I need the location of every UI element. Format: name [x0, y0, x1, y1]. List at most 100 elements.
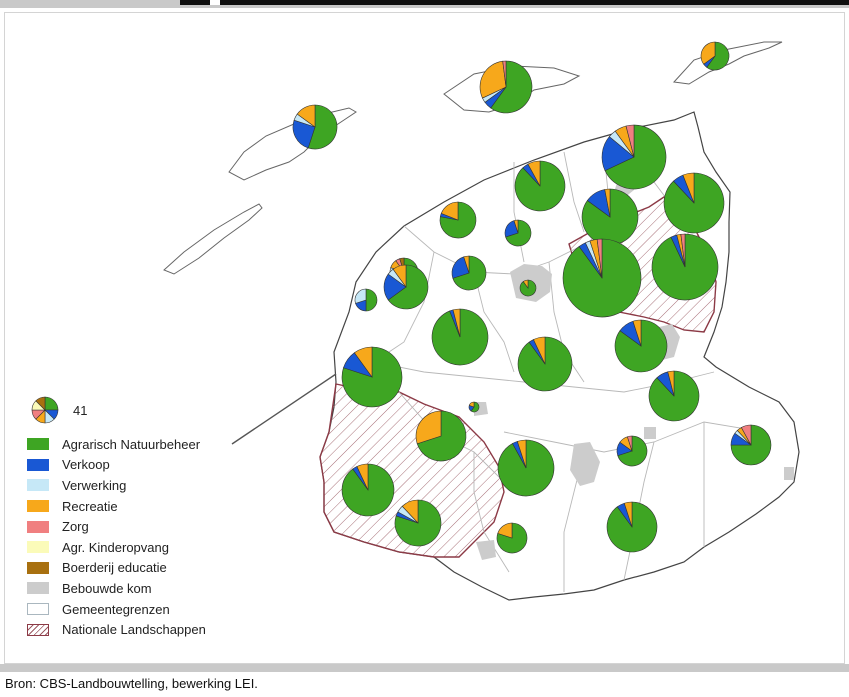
legend-swatch-verkoop: [27, 458, 49, 471]
pie-terschelling-slice-zorg: [502, 60, 507, 88]
pie-gaasterlan-sleat-slice-recreatie: [401, 499, 419, 524]
pie-dantumadiel-slice-recreatie: [682, 172, 695, 204]
legend-swatch-kinderopvang: [27, 541, 49, 554]
legend-swatch-verwerking: [27, 479, 49, 492]
pie-wymbritseradiel-slice-agrarisch: [416, 410, 467, 462]
pie-littenseradiel-slice-agrarisch: [387, 264, 429, 310]
legend-label-zorg: Zorg: [62, 519, 89, 535]
bottom-border-strip: [0, 664, 849, 672]
pie-gaasterlan-sleat: [394, 499, 442, 547]
legend-item-kinderopvang: Agr. Kinderopvang: [27, 537, 257, 558]
pie-opsterland-slice-zorg: [626, 435, 633, 452]
legend-size-value: 41: [73, 402, 88, 418]
pie-achtkarspelen-slice-zorg: [596, 238, 603, 279]
pie-vlieland-slice-recreatie: [296, 104, 316, 128]
pie-littenseradiel: [383, 264, 429, 310]
pie-dongeradeel: [601, 124, 667, 190]
header-bar: [180, 0, 849, 5]
pie-nijefurd-slice-recreatie: [356, 463, 369, 491]
pie-ooststellingwerf-slice-zorg: [740, 424, 752, 446]
legend-item-zorg: Zorg: [27, 516, 257, 537]
pie-harlingen-slice-agrarisch: [365, 288, 378, 312]
pie-ameland: [700, 41, 730, 71]
pie-hatch-mini-slice-agrarisch: [470, 401, 480, 413]
pie-heerenveen: [648, 370, 700, 422]
source-caption: Bron: CBS-Landbouwtelling, bewerking LEI…: [5, 676, 258, 691]
pie-wymbritseradiel-slice-recreatie: [415, 410, 442, 445]
legend-pie-slice-educatie: [35, 396, 46, 411]
pie-menaldumadiel-slice-agrarisch: [505, 219, 532, 247]
legend-swatch-recreatie: [27, 500, 49, 513]
pie-lemsterland: [496, 522, 528, 554]
pie-skarsterlan: [497, 439, 555, 497]
pie-menaldumadiel-slice-recreatie: [513, 219, 519, 234]
pie-wymbritseradiel: [415, 410, 467, 462]
pie-lemsterland-slice-recreatie: [497, 522, 513, 539]
legend-item-grenzen: Gemeentegrenzen: [27, 599, 257, 620]
pie-hatch-mini-slice-recreatie: [468, 401, 475, 408]
pie-wonseradiel-slice-agrarisch: [341, 346, 403, 408]
top-border-strip: [0, 0, 849, 8]
legend-item-verkoop: Verkoop: [27, 455, 257, 476]
pie-weststellingwerf: [606, 501, 658, 553]
pie-terschelling-slice-agrarisch: [490, 60, 533, 114]
pie-tytsjerksteradiel-slice-zorg: [680, 233, 686, 268]
pie-kollumerland-slice-recreatie: [604, 188, 611, 218]
pie-vlieland: [292, 104, 338, 150]
island-schiermonnikoog: [672, 41, 783, 85]
legend-swatch-agrarisch: [27, 438, 49, 451]
pie-vlieland-slice-agrarisch: [307, 104, 338, 150]
pie-heerenveen-slice-recreatie: [667, 370, 675, 397]
pie-skarsterlan-slice-recreatie: [516, 439, 527, 469]
pie-menaldum-zuid: [451, 255, 487, 291]
pie-menaldum-zuid-slice-recreatie: [463, 255, 470, 274]
legend-label-verkoop: Verkoop: [62, 457, 110, 473]
legend-swatch-bebouwde: [27, 582, 49, 595]
pie-tytsjerksteradiel: [651, 233, 719, 301]
pie-sneek-slice-recreatie: [533, 336, 546, 365]
pie-ooststellingwerf: [730, 424, 772, 466]
pie-ameland-slice-agrarisch: [706, 41, 730, 71]
legend-label-educatie: Boerderij educatie: [62, 560, 167, 576]
causeway-afsluitdijk: [231, 373, 337, 445]
pie-hatch-mini: [468, 401, 480, 413]
legend-label-bebouwde: Bebouwde kom: [62, 580, 152, 596]
pie-nijefurd: [341, 463, 395, 517]
pie-ameland-slice-recreatie: [700, 41, 716, 65]
pie-smallingerland-slice-agrarisch: [614, 319, 668, 373]
legend-swatch-grenzen: [27, 603, 49, 616]
pie-menaldum-zuid-slice-agrarisch: [452, 255, 487, 291]
pie-smallingerland-slice-recreatie: [632, 319, 642, 347]
pie-harlingen: [354, 288, 378, 312]
pie-smallingerland: [614, 319, 668, 373]
pie-ferwerderadiel-slice-recreatie: [527, 160, 541, 187]
legend-size-row: 41: [27, 390, 257, 430]
legend-item-landschap: Nationale Landschappen: [27, 619, 257, 640]
legend-label-landschap: Nationale Landschappen: [62, 622, 206, 638]
legend-label-agrarisch: Agrarisch Natuurbeheer: [62, 436, 201, 452]
island-vlieland: [163, 203, 263, 275]
pie-het-bildt: [439, 201, 477, 239]
legend-item-educatie: Boerderij educatie: [27, 558, 257, 579]
pie-terschelling-slice-recreatie: [479, 60, 507, 99]
pie-leeuwarden-slice-recreatie: [522, 279, 529, 289]
pie-opsterland: [616, 435, 648, 467]
legend-size-pie: [31, 396, 59, 424]
pie-harlingen-slice-verwerking: [354, 288, 367, 304]
pie-sneek: [517, 336, 573, 392]
pie-dongeradeel-slice-agrarisch: [604, 124, 667, 190]
pie-dongeradeel-slice-zorg: [625, 124, 635, 158]
pie-boarnsterhim-slice-recreatie: [452, 308, 461, 338]
legend-label-kinderopvang: Agr. Kinderopvang: [62, 539, 169, 555]
pie-weststellingwerf-slice-recreatie: [623, 501, 633, 528]
pie-nijefurd-slice-agrarisch: [341, 463, 395, 517]
legend-item-bebouwde: Bebouwde kom: [27, 578, 257, 599]
legend-swatch-zorg: [27, 520, 49, 533]
friesland-map: [31, 41, 800, 601]
pie-dantumadiel: [663, 172, 725, 234]
pie-terschelling: [479, 60, 533, 114]
pie-het-bildt-slice-recreatie: [440, 201, 459, 221]
pie-littenseradiel-slice-recreatie: [392, 264, 407, 288]
pie-leeuwarden: [519, 279, 537, 297]
legend-label-recreatie: Recreatie: [62, 498, 118, 514]
